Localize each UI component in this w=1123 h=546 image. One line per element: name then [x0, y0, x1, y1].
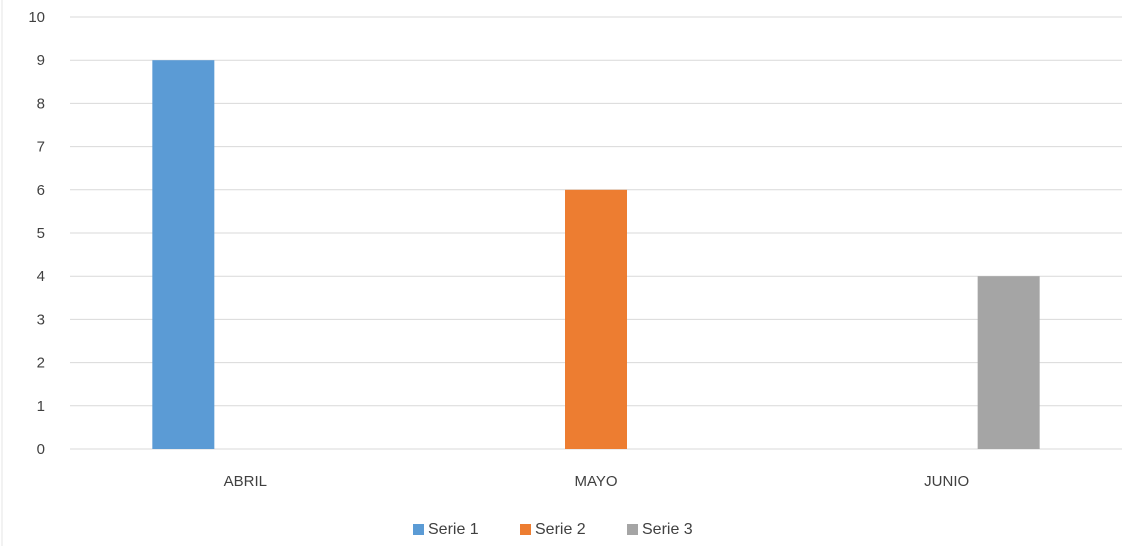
- y-tick-label: 1: [37, 398, 45, 415]
- x-category-label-mayo: MAYO: [574, 473, 617, 490]
- legend: Serie 1 Serie 2 Serie 3: [413, 521, 693, 538]
- x-axis-category-labels: ABRIL MAYO JUNIO: [224, 473, 970, 490]
- bar-junio-serie-3: [977, 276, 1040, 449]
- y-tick-label: 7: [37, 139, 45, 156]
- x-category-label-abril: ABRIL: [224, 473, 267, 490]
- legend-swatch-serie-2: [520, 524, 531, 535]
- y-axis-tick-labels: 0 1 2 3 4 5 6 7 8 9 10: [28, 9, 45, 458]
- x-category-label-junio: JUNIO: [924, 473, 969, 490]
- y-tick-label: 6: [37, 182, 45, 199]
- y-tick-label: 5: [37, 225, 45, 242]
- y-tick-label: 3: [37, 311, 45, 328]
- y-tick-label: 10: [28, 9, 45, 26]
- y-tick-label: 4: [37, 268, 45, 285]
- legend-label-serie-2: Serie 2: [535, 521, 586, 538]
- y-tick-label: 0: [37, 441, 45, 458]
- y-tick-label: 9: [37, 52, 45, 69]
- legend-swatch-serie-1: [413, 524, 424, 535]
- y-tick-label: 2: [37, 355, 45, 372]
- legend-swatch-serie-3: [627, 524, 638, 535]
- legend-label-serie-3: Serie 3: [642, 521, 693, 538]
- bar-abril-serie-1: [152, 60, 215, 449]
- y-tick-label: 8: [37, 95, 45, 112]
- bar-mayo-serie-2: [565, 189, 627, 450]
- legend-label-serie-1: Serie 1: [428, 521, 479, 538]
- bars: [152, 60, 1040, 450]
